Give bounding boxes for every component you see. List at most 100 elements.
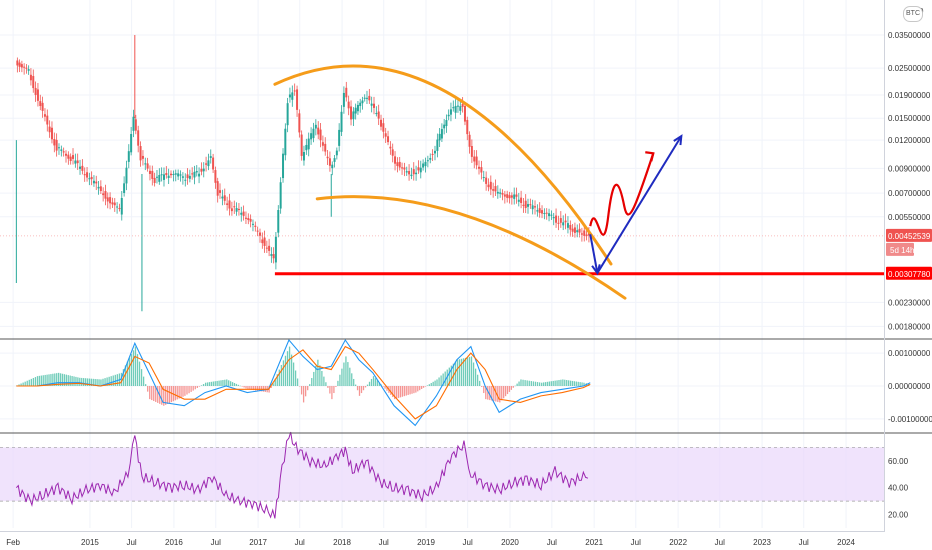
macd-histogram-bar xyxy=(210,381,213,386)
signal-line xyxy=(16,345,591,420)
candle-body xyxy=(571,228,574,232)
time-tick-label: Jul xyxy=(799,538,809,547)
macd-histogram-bar xyxy=(374,378,377,386)
macd-histogram-bar xyxy=(32,377,35,386)
time-axis[interactable]: Feb 2015 Jul 2016 Jul 2017 Jul 2018 Jul 2019 Jul 20… xyxy=(6,538,855,547)
candle-body xyxy=(72,155,75,159)
macd-histogram-bar xyxy=(300,386,303,395)
candle-body xyxy=(258,232,261,236)
support-price-value: 0.00307780 xyxy=(888,270,931,279)
rsi-tick-label: 60.00 xyxy=(888,457,909,466)
arrow-shaft xyxy=(589,234,599,274)
candle-body xyxy=(363,97,366,99)
macd-pane[interactable] xyxy=(0,338,884,427)
candle-body xyxy=(125,167,128,184)
candle-body xyxy=(499,192,502,194)
time-tick-label: Jul xyxy=(631,538,641,547)
candle-body xyxy=(396,162,399,167)
candle-body xyxy=(198,173,201,177)
candle-body xyxy=(426,160,429,162)
macd-histogram-bar xyxy=(22,382,24,386)
macd-histogram-bar xyxy=(309,384,311,386)
candle-body xyxy=(522,204,525,206)
currency-button[interactable]: BTC xyxy=(903,6,923,22)
support-badge-bg xyxy=(886,266,932,280)
candle-body xyxy=(578,228,581,233)
macd-histogram-bar xyxy=(329,386,331,394)
blue-arrow-up xyxy=(596,134,683,274)
macd-histogram-bar xyxy=(132,350,135,386)
candle-body xyxy=(148,170,151,174)
macd-histogram-bar xyxy=(430,383,432,386)
candle-body xyxy=(513,194,516,199)
candle-body xyxy=(456,105,459,107)
candle-body xyxy=(102,193,105,196)
candle-body xyxy=(487,184,490,188)
price-tick-label: 0.00900000 xyxy=(888,164,931,173)
candle-body xyxy=(244,217,247,219)
time-tick-label: 2015 xyxy=(81,538,99,547)
candle-body xyxy=(184,179,187,181)
macd-histogram-bar xyxy=(548,381,551,386)
candle-body xyxy=(419,167,422,173)
rsi-tick-label: 40.00 xyxy=(888,484,909,493)
candle-body xyxy=(27,69,30,71)
macd-histogram-bar xyxy=(235,383,238,386)
candle-body xyxy=(475,156,478,166)
macd-histogram-bar xyxy=(67,375,69,386)
macd-histogram-bar xyxy=(541,382,543,386)
macd-histogram-bar xyxy=(98,379,100,386)
lower-support-arc xyxy=(315,195,627,300)
macd-histogram-bar xyxy=(341,368,343,386)
macd-histogram-bar xyxy=(224,379,226,386)
macd-histogram-bar xyxy=(196,386,198,388)
price-tick-label: 0.03500000 xyxy=(888,31,931,40)
candle-body xyxy=(436,139,439,151)
macd-histogram-bar xyxy=(520,379,522,386)
price-pane[interactable] xyxy=(0,35,884,312)
candle-body xyxy=(449,109,452,115)
candle-body xyxy=(438,133,441,141)
candle-body xyxy=(552,217,555,219)
candle-body xyxy=(53,139,56,146)
candle-body xyxy=(478,166,481,169)
candle-body xyxy=(268,245,271,251)
macd-histogram-bar xyxy=(290,354,293,386)
macd-histogram-bar xyxy=(46,374,48,386)
candle-body xyxy=(331,164,334,169)
macd-tick-label: -0.00100000 xyxy=(888,415,932,424)
candle-body xyxy=(205,163,208,165)
macd-histogram-bar xyxy=(319,365,321,386)
candle-body xyxy=(382,123,385,132)
candle-body xyxy=(352,111,355,120)
macd-histogram-bar xyxy=(120,372,123,386)
pane-separators[interactable] xyxy=(0,0,932,532)
macd-histogram-bar xyxy=(508,386,511,392)
candle-body xyxy=(167,175,170,178)
macd-histogram-bar xyxy=(136,354,139,386)
red-scribble-arrowhead xyxy=(645,151,655,162)
candle-body xyxy=(510,195,513,198)
macd-histogram-bar xyxy=(579,382,581,386)
candle-body xyxy=(534,206,537,208)
candle-body xyxy=(228,200,231,209)
candle-body xyxy=(18,62,21,67)
candle-body xyxy=(387,136,390,143)
macd-histogram-bar xyxy=(422,386,425,388)
price-axis[interactable]: 0.03500000 0.02500000 0.01900000 0.01500000… xyxy=(886,7,932,520)
macd-histogram-bar xyxy=(428,384,430,386)
macd-histogram-bar xyxy=(231,382,234,386)
candle-body xyxy=(83,174,86,176)
macd-histogram-bar xyxy=(512,386,514,388)
candle-body xyxy=(207,160,210,167)
macd-histogram-bar xyxy=(270,386,272,388)
macd-histogram-bar xyxy=(61,373,64,386)
candle-body xyxy=(81,165,84,171)
rsi-pane[interactable] xyxy=(0,431,884,519)
macd-histogram-bar xyxy=(372,376,375,386)
macd-histogram-bar xyxy=(302,386,305,403)
macd-histogram-bar xyxy=(411,386,413,394)
time-tick-label: Jul xyxy=(379,538,389,547)
macd-histogram-bar xyxy=(147,386,149,392)
